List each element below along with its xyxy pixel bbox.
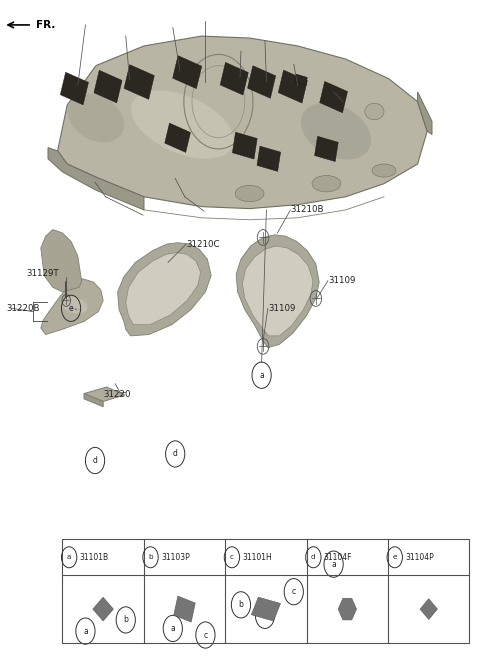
Text: 31101H: 31101H xyxy=(242,553,272,562)
Text: 31210C: 31210C xyxy=(186,239,220,249)
Text: b: b xyxy=(239,600,243,609)
Text: c: c xyxy=(230,554,234,560)
Text: e: e xyxy=(69,304,73,313)
Text: d: d xyxy=(311,554,316,560)
Ellipse shape xyxy=(365,103,384,119)
Polygon shape xyxy=(84,394,103,407)
Ellipse shape xyxy=(372,164,396,177)
Text: c: c xyxy=(292,587,296,596)
Text: 31129T: 31129T xyxy=(26,269,59,278)
Bar xyxy=(165,123,191,152)
Polygon shape xyxy=(420,599,437,619)
Ellipse shape xyxy=(131,91,234,159)
Text: 31220B: 31220B xyxy=(6,304,40,313)
Polygon shape xyxy=(236,235,319,348)
Ellipse shape xyxy=(235,186,264,202)
Polygon shape xyxy=(58,36,427,209)
Bar xyxy=(232,133,257,159)
Bar xyxy=(320,81,348,113)
Text: 31104F: 31104F xyxy=(324,553,352,562)
Text: a: a xyxy=(259,371,264,380)
Text: d: d xyxy=(173,449,178,459)
Text: a: a xyxy=(331,560,336,569)
Polygon shape xyxy=(252,597,280,621)
Ellipse shape xyxy=(61,297,87,314)
Ellipse shape xyxy=(312,175,341,192)
Bar xyxy=(314,136,338,161)
Polygon shape xyxy=(48,148,144,210)
Text: FR.: FR. xyxy=(36,20,55,30)
Bar xyxy=(278,70,307,103)
Bar xyxy=(62,539,469,643)
Polygon shape xyxy=(174,596,195,622)
Bar xyxy=(124,65,155,99)
Bar xyxy=(220,62,248,95)
Text: 31109: 31109 xyxy=(329,276,356,285)
Bar xyxy=(94,70,122,103)
Text: 31101B: 31101B xyxy=(80,553,109,562)
Polygon shape xyxy=(295,74,307,85)
Text: b: b xyxy=(148,554,153,560)
Text: e: e xyxy=(393,554,397,560)
Bar xyxy=(173,56,202,89)
Polygon shape xyxy=(41,279,103,335)
Text: c: c xyxy=(204,630,207,640)
Polygon shape xyxy=(338,598,357,620)
Polygon shape xyxy=(93,597,113,621)
Text: b: b xyxy=(123,615,128,625)
Polygon shape xyxy=(41,230,82,292)
Text: a: a xyxy=(83,626,88,636)
Polygon shape xyxy=(418,92,432,134)
Bar xyxy=(257,146,281,171)
Text: 31210B: 31210B xyxy=(290,205,324,215)
Polygon shape xyxy=(84,387,125,401)
Text: a: a xyxy=(67,554,72,560)
Bar xyxy=(248,66,276,98)
Polygon shape xyxy=(126,253,201,325)
Polygon shape xyxy=(118,243,211,336)
Text: 31104P: 31104P xyxy=(405,553,434,562)
Polygon shape xyxy=(242,246,313,336)
Text: a: a xyxy=(170,624,175,633)
Text: 31109: 31109 xyxy=(269,304,296,313)
Text: 31103P: 31103P xyxy=(161,553,190,562)
Text: a: a xyxy=(263,611,267,620)
Bar xyxy=(60,72,88,105)
Text: 31220: 31220 xyxy=(103,390,131,400)
Ellipse shape xyxy=(301,103,371,159)
Ellipse shape xyxy=(68,94,124,142)
Text: d: d xyxy=(93,456,97,465)
